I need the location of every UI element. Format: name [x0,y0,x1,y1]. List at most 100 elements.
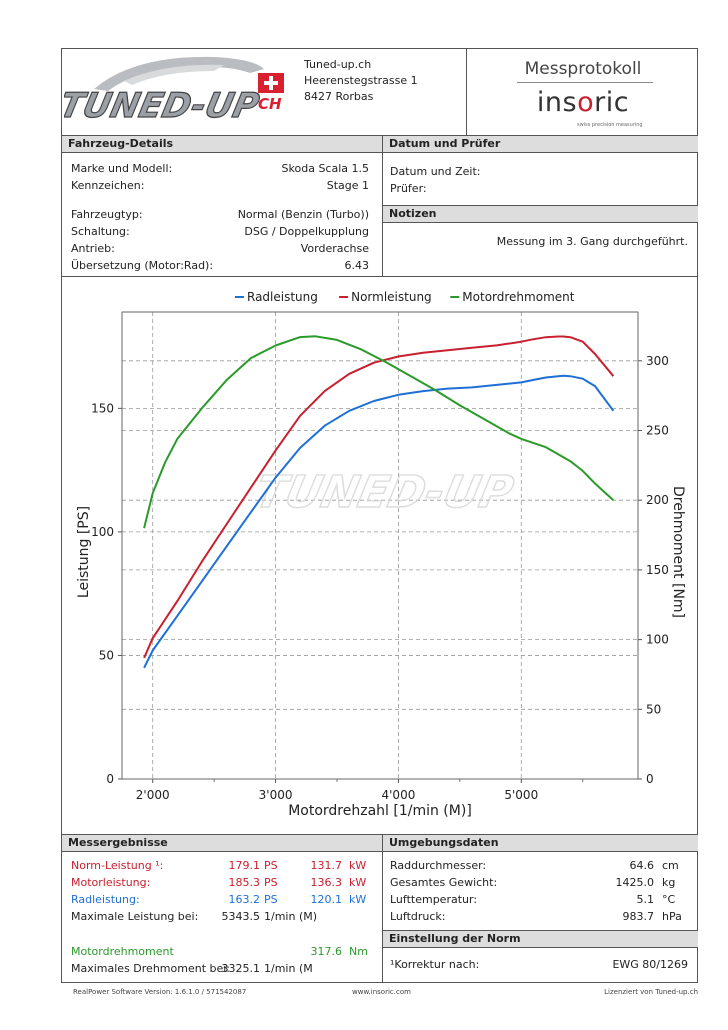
x-tick-label: 5'000 [504,788,538,802]
vehicle-value-gearbox: DSG / Doppelkupplung [244,225,369,238]
environment-section-title: Umgebungsdaten [382,834,698,852]
footer-website: www.insoric.com [352,988,411,996]
results-divider [382,834,383,983]
wheel-power-ps-unit: PS [264,893,278,906]
y2-tick-label: 0 [646,772,654,786]
y-tick-label: 150 [91,401,114,415]
y-tick-label: 50 [99,648,114,662]
engine-power-ps-unit: PS [264,876,278,889]
max-power-rpm-unit: 1/min (M) [264,910,318,923]
vehicle-label-drive: Antrieb: [71,242,115,255]
y2-tick-labels: 0 50 100 150 200 250 300 [646,354,669,786]
vehicle-value-ratio: 6.43 [344,259,370,272]
x-tick-labels: 2'000 3'000 4'000 5'000 [136,788,538,802]
wheel-power-kw-unit: kW [349,893,367,906]
vehicle-label-gearbox: Schaltung: [71,225,130,238]
series-line-motordrehmoment [143,335,615,529]
engine-power-kw: 136.3 [310,876,343,889]
brand-divider [517,82,653,83]
x-tick-label: 3'000 [259,788,293,802]
env-label-pressure: Luftdruck: [390,910,446,923]
vehicle-value-drive: Vorderachse [300,242,369,255]
report-header: TUNED-UP CH Tuned-up.ch Heerenstegstrass… [62,49,697,136]
norm-power-kw-unit: kW [349,859,367,872]
env-unit-pressure: hPa [662,910,682,923]
env-value-pressure: 983.7 [622,910,655,923]
env-unit-temp: °C [662,893,676,906]
vehicle-value-model: Skoda Scala 1.5 [281,162,369,175]
series-line-normleistung [143,335,615,659]
norm-power-ps-unit: PS [264,859,278,872]
chart-legend: Radleistung Normleistung Motordrehmoment [235,290,575,304]
notes-section-title: Notizen [382,205,698,223]
wheel-power-label: Radleistung: [71,893,140,906]
norm-power-ps: 179.1 [228,859,261,872]
footer-software: RealPower Software Version: 1.6.1.0 / 57… [73,988,247,996]
y2-tick-label: 300 [646,354,669,368]
vehicle-section-title: Fahrzeug-Details [62,135,382,153]
insoric-logo: insoric [536,87,630,118]
torque-unit: Nm [349,945,368,958]
report-frame: TUNED-UP CH Tuned-up.ch Heerenstegstrass… [61,48,698,983]
chart-grid [118,312,642,783]
watermark-logo: TUNED-UP [251,467,518,517]
max-torque-rpm-unit: 1/min (M) [264,962,312,975]
vehicle-value-type: Normal (Benzin (Turbo)) [237,208,369,221]
vehicle-label-plate: Kennzeichen: [71,179,145,192]
vehicle-label-model: Marke und Modell: [71,162,173,175]
norm-label: ¹Korrektur nach: [390,958,480,971]
company-address: Tuned-up.ch Heerenstegstrasse 1 8427 Ror… [304,57,418,105]
x-tick-label: 2'000 [136,788,170,802]
tuned-up-logo: TUNED-UP CH [64,56,284,127]
results-section-title: Messergebnisse [62,834,382,852]
max-power-rpm: 5343.5 [221,910,261,923]
legend-label: Radleistung [247,290,318,304]
y-tick-label: 0 [106,772,114,786]
vehicle-label-ratio: Übersetzung (Motor:Rad): [71,259,214,272]
norm-value: EWG 80/1269 [612,958,688,971]
env-value-wheel: 64.6 [629,859,655,872]
company-city: 8427 Rorbas [304,90,374,103]
wheel-power-ps: 163.2 [228,893,261,906]
engine-power-ps: 185.3 [228,876,261,889]
y-tick-labels: 0 50 100 150 [91,401,114,786]
env-value-temp: 5.1 [636,893,655,906]
chart-top-border [62,276,698,277]
norm-power-kw: 131.7 [310,859,343,872]
vehicle-value-plate: Stage 1 [326,179,369,192]
protocol-title: Messprotokoll [524,59,642,79]
y2-tick-label: 200 [646,493,669,507]
env-label-weight: Gesamtes Gewicht: [390,876,498,889]
x-tick-label: 4'000 [382,788,416,802]
wheel-power-kw: 120.1 [310,893,343,906]
y-tick-label: 100 [91,525,114,539]
max-torque-label: Maximales Drehmoment bei: [71,962,231,975]
tester-label: Prüfer: [390,182,427,195]
env-unit-weight: kg [662,876,676,889]
company-name: Tuned-up.ch [304,58,372,71]
norm-section-title: Einstellung der Norm [382,930,698,948]
y2-tick-label: 150 [646,563,669,577]
env-label-temp: Lufttemperatur: [390,893,478,906]
series-line-radleistung [143,374,615,669]
max-power-label: Maximale Leistung bei: [71,910,199,923]
max-torque-rpm: 3325.1 [221,962,261,975]
power-torque-chart: TUNED-UP 2'000 3'000 4'000 5'000 050100150 … [76,290,686,819]
datetime-label: Datum und Zeit: [390,165,481,178]
brand-tagline: swiss precision measuring [577,122,643,128]
torque-label: Motordrehmoment [71,945,174,958]
chart-series [143,335,615,669]
plot-area-border [121,311,639,780]
x-axis-label: Motordrehzahl [1/min (M)] [288,803,472,819]
norm-power-label: Norm-Leistung ¹: [71,859,164,872]
company-street: Heerenstegstrasse 1 [304,74,418,87]
footer-license: Lizenziert von Tuned-up.ch [604,988,698,996]
y2-tick-label: 50 [646,702,661,716]
date-section-title: Datum und Prüfer [382,135,698,153]
legend-label: Normleistung [351,290,432,304]
y2-axis-label: Drehmoment [Nm] [670,486,686,618]
notes-text: Messung im 3. Gang durchgeführt. [496,235,688,248]
y2-tick-label: 250 [646,423,669,437]
vehicle-label-type: Fahrzeugtyp: [71,208,143,221]
env-label-wheel: Raddurchmesser: [390,859,487,872]
